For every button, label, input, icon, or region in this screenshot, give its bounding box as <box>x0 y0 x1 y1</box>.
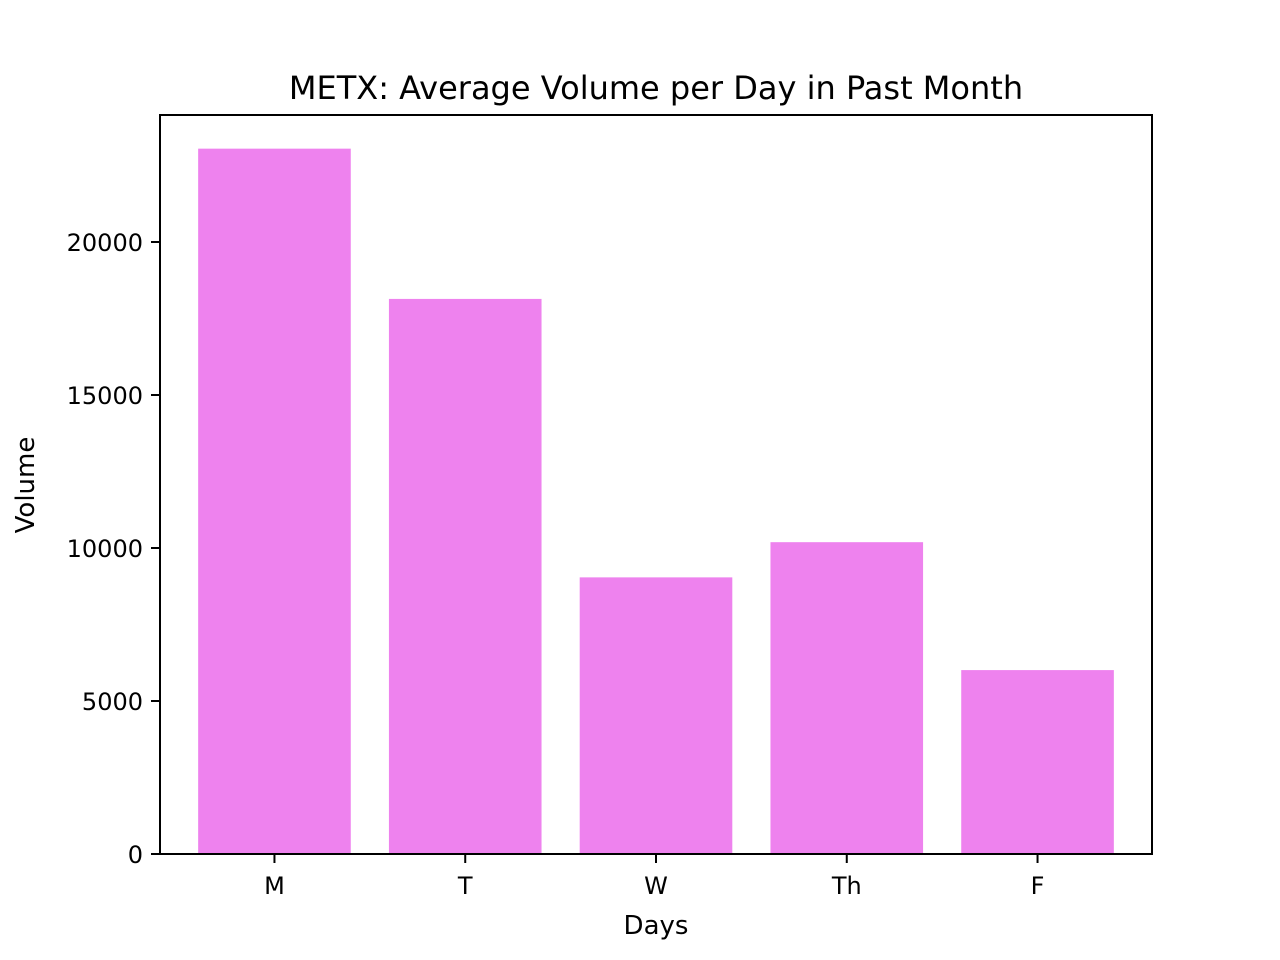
x-tick-label-w: W <box>644 872 668 900</box>
y-axis-label: Volume <box>11 437 41 534</box>
y-tick-label-5000: 5000 <box>82 688 143 716</box>
bar-m <box>198 148 351 854</box>
y-ticks-group: 0 5000 10000 15000 20000 <box>67 229 160 869</box>
bar-f <box>961 670 1114 854</box>
y-tick-label-10000: 10000 <box>67 535 143 563</box>
y-tick-label-15000: 15000 <box>67 382 143 410</box>
bars-group <box>198 148 1114 855</box>
plot-frame <box>159 114 1153 855</box>
x-axis-label: Days <box>624 911 689 941</box>
x-tick-label-th: Th <box>831 872 862 900</box>
chart-title: METX: Average Volume per Day in Past Mon… <box>289 69 1023 107</box>
x-ticks-group: M T W Th F <box>264 854 1044 900</box>
bar-th <box>770 542 924 854</box>
bar-t <box>388 298 542 855</box>
bar-w <box>579 577 733 854</box>
x-tick-label-t: T <box>457 872 473 900</box>
x-tick-label-f: F <box>1031 872 1045 900</box>
y-tick-label-20000: 20000 <box>67 229 143 257</box>
y-tick-label-0: 0 <box>128 841 143 869</box>
x-tick-label-m: M <box>264 872 285 900</box>
